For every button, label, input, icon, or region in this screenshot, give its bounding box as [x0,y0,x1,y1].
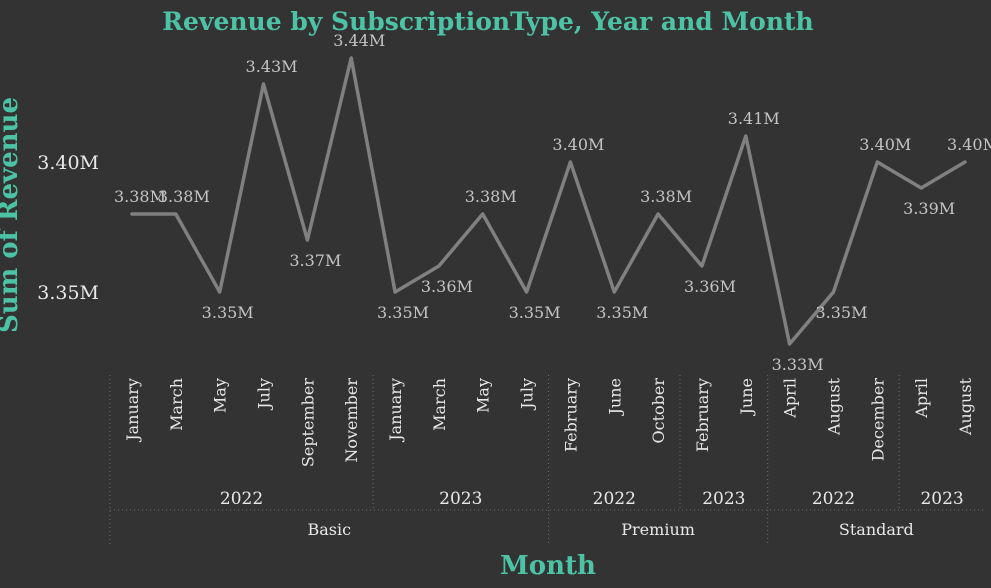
series-line-group [130,56,967,346]
chart-title: Revenue by SubscriptionType, Year and Mo… [162,7,813,36]
data-label: 3.35M [377,303,429,322]
type-group-label: Basic [307,520,351,539]
x-tick-label: February [693,378,712,452]
x-tick-label: January [123,378,142,443]
x-tick-label: September [298,378,317,467]
y-axis-title: Sum of Revenue [0,97,24,333]
data-label: 3.40M [859,135,911,154]
x-tick-label: November [342,378,361,463]
x-axis-categories: January March May July September November Janu… [123,377,975,539]
data-label: 3.36M [684,277,736,296]
y-tick-label: 3.40M [37,152,99,174]
data-label: 3.41M [728,109,780,128]
data-label: 3.33M [772,355,824,374]
year-group-label: 2023 [920,489,963,509]
y-tick-label: 3.35M [37,282,99,304]
year-group-label: 2022 [220,489,263,509]
x-tick-label: March [430,378,449,431]
x-tick-label: August [825,377,844,436]
x-tick-label: January [386,378,405,443]
y-axis-ticks: 3.35M 3.40M [37,152,99,304]
x-axis-title: Month [500,551,596,581]
x-tick-label: October [649,378,668,444]
data-label: 3.38M [158,187,210,206]
year-group-label: 2023 [439,489,482,509]
data-label: 3.36M [421,277,473,296]
data-label: 3.40M [552,135,604,154]
x-tick-label: February [561,378,580,452]
data-label: 3.40M [947,135,991,154]
x-tick-label: May [211,378,230,413]
x-tick-label: April [781,378,800,419]
type-group-label: Standard [839,520,914,539]
x-tick-label: June [605,378,624,417]
data-label: 3.35M [596,303,648,322]
data-label: 3.35M [202,303,254,322]
x-tick-label: June [737,378,756,417]
year-group-label: 2023 [702,489,745,509]
year-group-label: 2022 [812,489,855,509]
year-group-label: 2022 [593,489,636,509]
data-label: 3.35M [815,303,867,322]
data-label: 3.37M [289,251,341,270]
x-tick-label: May [474,378,493,413]
x-tick-label: April [912,378,931,419]
x-tick-label: August [956,377,975,436]
x-tick-label: December [868,378,887,462]
data-labels: 3.38M3.38M3.35M3.43M3.37M3.44M3.35M3.36M… [114,31,991,374]
x-tick-label: July [255,378,274,411]
x-tick-label: March [167,378,186,431]
x-axis-separators [109,375,985,545]
series-line [130,56,967,346]
data-label: 3.43M [246,57,298,76]
data-label: 3.38M [640,187,692,206]
data-label: 3.38M [465,187,517,206]
x-tick-label: July [518,378,537,411]
data-label: 3.39M [903,199,955,218]
data-label: 3.44M [333,31,385,50]
data-label: 3.38M [114,187,166,206]
data-label: 3.35M [509,303,561,322]
type-group-label: Premium [621,520,695,539]
